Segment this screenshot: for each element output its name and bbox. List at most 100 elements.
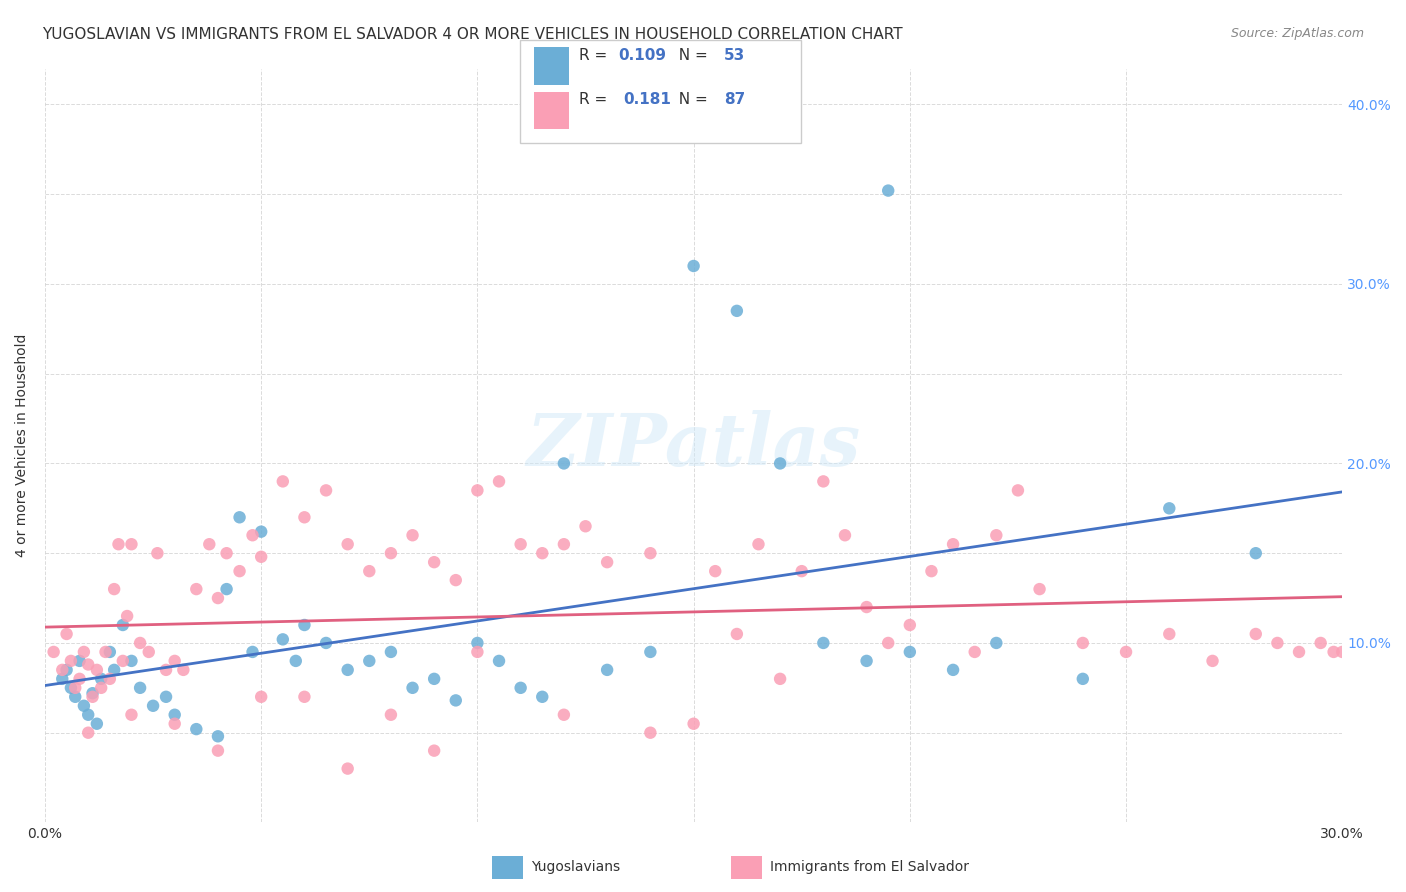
Point (359, 564, 381, 578)
Point (120, 707, 142, 722)
Point (1331, 645, 1354, 659)
Point (509, 681, 531, 695)
Point (1244, 546, 1267, 560)
Point (77, 707, 100, 722)
Point (59, 681, 82, 695)
Point (284, 654, 307, 668)
Point (596, 663, 619, 677)
Point (294, 510, 316, 524)
Point (90, 681, 112, 695)
Text: ZIPatlas: ZIPatlas (527, 410, 860, 481)
Point (215, 582, 238, 596)
Point (877, 636, 900, 650)
Point (1007, 483, 1029, 498)
Point (77, 725, 100, 739)
Point (98, 645, 121, 659)
Point (55, 627, 77, 641)
Point (129, 636, 152, 650)
Point (86, 716, 108, 731)
Point (1071, 672, 1094, 686)
Point (942, 537, 965, 551)
Point (172, 663, 194, 677)
Point (120, 537, 142, 551)
Point (488, 654, 510, 668)
Point (82, 690, 104, 704)
Point (163, 707, 186, 722)
Point (111, 618, 134, 632)
Y-axis label: 4 or more Vehicles in Household: 4 or more Vehicles in Household (15, 334, 30, 558)
Point (207, 591, 229, 605)
Point (207, 729, 229, 743)
Point (553, 707, 575, 722)
Point (1309, 636, 1331, 650)
Point (769, 457, 792, 471)
Point (198, 537, 221, 551)
Point (107, 537, 129, 551)
Point (963, 645, 986, 659)
Point (920, 564, 942, 578)
Point (146, 546, 169, 560)
Point (467, 483, 489, 498)
Point (250, 690, 273, 704)
Point (98, 672, 121, 686)
Point (207, 744, 229, 758)
Point (725, 303, 748, 318)
Point (553, 457, 575, 471)
Point (215, 546, 238, 560)
Point (640, 645, 662, 659)
Point (59, 654, 82, 668)
Point (1159, 627, 1181, 641)
Point (65, 690, 87, 704)
Point (69, 672, 91, 686)
Point (898, 645, 921, 659)
Point (315, 483, 337, 498)
Point (271, 475, 294, 489)
Point (336, 537, 359, 551)
Point (1288, 645, 1310, 659)
Point (73, 698, 96, 713)
Text: 53: 53 (724, 48, 745, 62)
Point (186, 722, 208, 736)
Point (1267, 636, 1289, 650)
Point (747, 537, 769, 551)
Point (682, 716, 704, 731)
Point (531, 546, 554, 560)
Point (423, 672, 446, 686)
Point (115, 609, 138, 624)
Text: N =: N = (669, 48, 713, 62)
Point (444, 573, 467, 587)
Point (155, 663, 177, 677)
Point (315, 636, 337, 650)
Point (228, 510, 250, 524)
Point (834, 528, 856, 542)
Point (163, 654, 186, 668)
Point (103, 582, 125, 596)
Point (467, 636, 489, 650)
Point (986, 636, 1008, 650)
Point (129, 681, 152, 695)
Point (640, 546, 662, 560)
Point (42, 645, 65, 659)
Point (1244, 627, 1267, 641)
Point (65, 681, 87, 695)
Point (380, 546, 402, 560)
Text: N =: N = (669, 93, 713, 107)
Text: Immigrants from El Salvador: Immigrants from El Salvador (770, 860, 970, 874)
Point (250, 549, 273, 564)
Point (142, 698, 165, 713)
Point (401, 528, 423, 542)
Point (1115, 645, 1137, 659)
Point (423, 555, 446, 569)
Point (155, 690, 177, 704)
Point (704, 564, 727, 578)
Point (574, 519, 596, 533)
Text: R =: R = (579, 93, 617, 107)
Point (942, 663, 965, 677)
Point (725, 627, 748, 641)
Text: Source: ZipAtlas.com: Source: ZipAtlas.com (1230, 27, 1364, 40)
Point (86, 663, 108, 677)
Text: R =: R = (579, 48, 613, 62)
Point (111, 654, 134, 668)
Point (898, 618, 921, 632)
Point (877, 184, 900, 198)
